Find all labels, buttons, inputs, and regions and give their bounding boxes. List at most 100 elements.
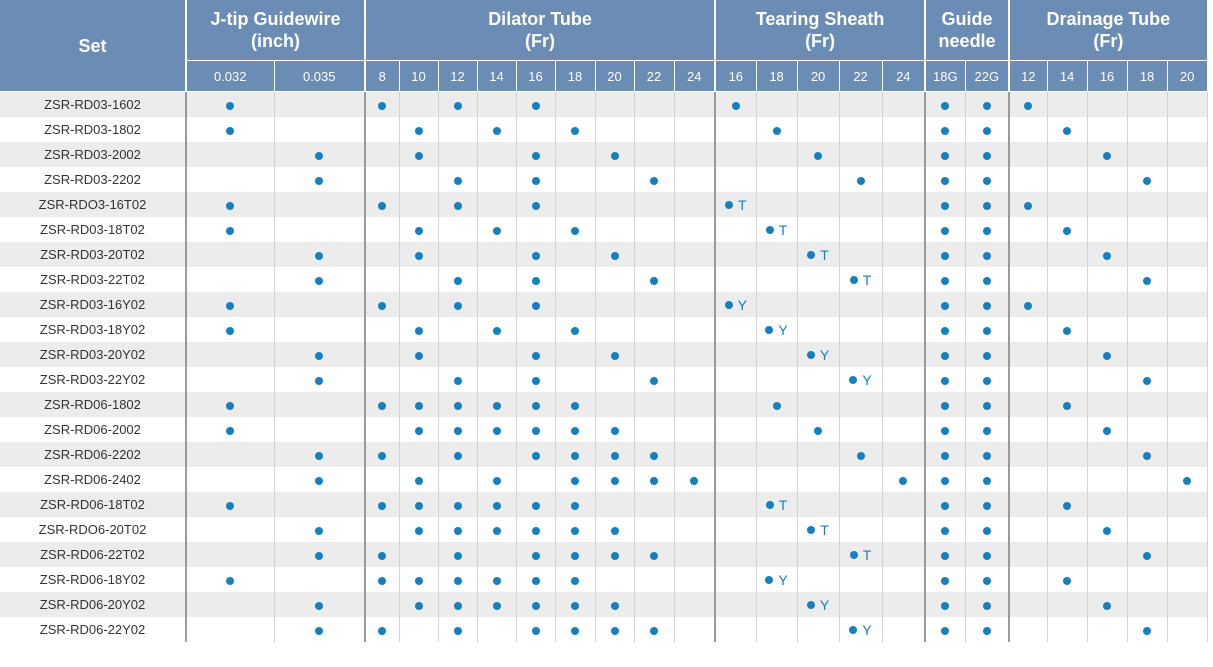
included-dot-icon	[492, 326, 501, 335]
guidewire-cell	[274, 317, 366, 342]
included-dot-icon	[941, 401, 950, 410]
sheath-type-label: T	[862, 546, 872, 563]
dilator-cell	[595, 342, 635, 367]
sheath-size-header: 24	[882, 60, 926, 92]
sheath-cell: Y	[839, 617, 883, 642]
drainage-cell	[1087, 317, 1128, 342]
guidewire-unit: (inch)	[251, 31, 300, 51]
dilator-cell	[674, 492, 716, 517]
dilator-cell	[399, 617, 439, 642]
drainage-cell	[1127, 567, 1168, 592]
dilator-cell	[399, 167, 439, 192]
included-dot-icon	[226, 101, 235, 110]
dilator-cell	[595, 417, 635, 442]
dilator-cell	[516, 492, 556, 517]
dilator-cell	[634, 367, 675, 392]
dilator-cell	[477, 342, 517, 367]
sheath-cell	[756, 442, 798, 467]
set-code-cell: ZSR-RD03-1802	[0, 117, 187, 142]
included-dot-icon	[1103, 601, 1112, 610]
included-dot-icon	[571, 626, 579, 635]
dilator-cell	[477, 442, 517, 467]
dilator-cell	[399, 367, 439, 392]
drainage-cell	[1167, 617, 1208, 642]
sheath-cell: Y	[797, 342, 840, 367]
dilator-cell	[555, 217, 596, 242]
sheath-type-label: T	[738, 196, 747, 213]
sheath-cell	[839, 317, 883, 342]
sheath-cell	[756, 242, 798, 267]
included-dot-icon	[650, 451, 658, 460]
drainage-cell	[1087, 342, 1128, 367]
guidewire-cell	[185, 367, 275, 392]
needle-cell	[965, 517, 1010, 542]
dilator-cell	[438, 292, 478, 317]
drainage-cell	[1127, 292, 1168, 317]
dilator-cell	[364, 167, 400, 192]
dilator-cell	[595, 167, 635, 192]
guidewire-cell	[185, 542, 275, 567]
drainage-cell	[1087, 417, 1128, 442]
drainage-group-header: Drainage Tube (Fr)	[1008, 0, 1208, 61]
included-dot-icon	[772, 401, 781, 410]
sheath-cell	[714, 417, 757, 442]
included-dot-icon	[226, 226, 235, 235]
guidewire-cell	[185, 317, 275, 342]
drainage-cell	[1047, 617, 1088, 642]
included-dot-icon	[378, 101, 387, 110]
needle-cell	[965, 142, 1010, 167]
dilator-cell	[477, 617, 517, 642]
included-dot-icon	[453, 426, 462, 435]
included-dot-icon	[571, 426, 579, 435]
included-dot-icon	[453, 401, 462, 410]
drainage-cell	[1087, 217, 1128, 242]
included-dot-icon	[941, 276, 950, 285]
dilator-cell	[674, 517, 716, 542]
included-dot-icon	[531, 501, 540, 510]
dilator-cell	[477, 517, 517, 542]
dilator-cell	[634, 517, 675, 542]
drainage-cell	[1008, 542, 1048, 567]
included-dot-icon	[1143, 626, 1152, 635]
included-dot-icon	[226, 576, 235, 585]
dilator-cell	[438, 267, 478, 292]
sheath-cell	[882, 117, 926, 142]
sheath-cell	[756, 91, 798, 117]
needle-cell	[965, 192, 1010, 217]
included-dot-icon	[571, 126, 579, 135]
needle-size-header: 22G	[965, 60, 1010, 92]
set-code-cell: ZSR-RD03-2202	[0, 167, 187, 192]
drainage-cell	[1167, 417, 1208, 442]
dilator-cell	[634, 492, 675, 517]
drainage-cell	[1008, 617, 1048, 642]
included-dot-icon	[899, 476, 908, 485]
dilator-cell	[555, 142, 596, 167]
included-dot-icon	[531, 551, 540, 560]
dilator-cell	[438, 442, 478, 467]
sheath-cell	[756, 292, 798, 317]
drainage-cell	[1047, 417, 1088, 442]
drainage-cell	[1087, 567, 1128, 592]
dilator-cell	[634, 142, 675, 167]
drainage-cell	[1008, 242, 1048, 267]
dilator-cell	[555, 117, 596, 142]
included-dot-icon	[765, 575, 774, 584]
drainage-cell	[1167, 317, 1208, 342]
included-dot-icon	[941, 151, 950, 160]
guidewire-cell	[185, 292, 275, 317]
drainage-cell	[1087, 192, 1128, 217]
dilator-cell	[477, 317, 517, 342]
needle-cell	[965, 417, 1010, 442]
drainage-title: Drainage Tube	[1046, 9, 1171, 29]
dilator-cell	[399, 517, 439, 542]
dilator-cell	[595, 442, 635, 467]
included-dot-icon	[453, 301, 462, 310]
included-dot-icon	[610, 351, 619, 360]
sheath-cell	[797, 91, 840, 117]
included-dot-icon	[1103, 526, 1112, 535]
dilator-unit: (Fr)	[525, 31, 556, 51]
sheath-type-label: T	[862, 271, 872, 288]
dilator-cell	[634, 267, 675, 292]
included-dot-icon	[226, 326, 235, 335]
needle-cell	[965, 542, 1010, 567]
